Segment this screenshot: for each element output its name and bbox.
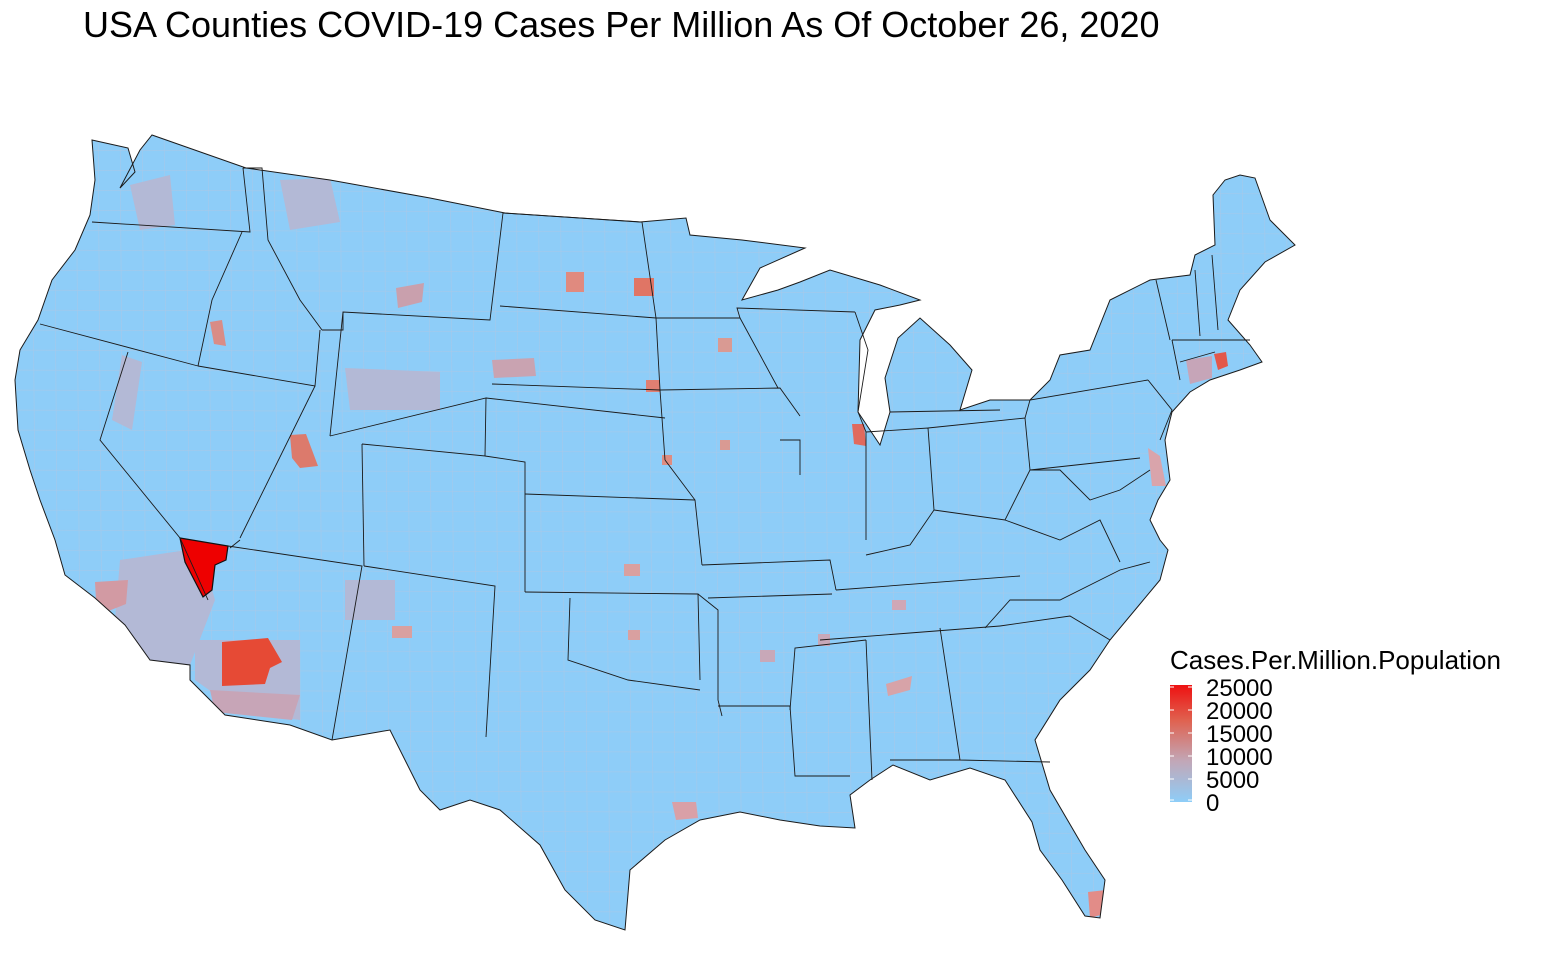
region-southern-california — [115, 548, 215, 665]
hotspot-clark-nv — [179, 537, 229, 598]
hotspot-arkansas — [760, 650, 775, 662]
legend-color-bar — [1170, 685, 1192, 802]
hotspot-idaho — [210, 320, 226, 346]
legend-label-5000: 5000 — [1206, 767, 1260, 794]
hotspot-nd-west — [566, 272, 584, 292]
hotspot-wy-nd — [492, 358, 536, 378]
hotspot-kansas — [624, 564, 640, 576]
map-title: USA Counties COVID-19 Cases Per Million … — [83, 4, 1160, 45]
hotspot-connecticut — [1186, 356, 1212, 384]
hotspot-rhode-island — [1214, 352, 1228, 370]
hotspot-cook-il — [852, 424, 866, 446]
hotspot-montana-c — [396, 283, 424, 308]
region-montana — [280, 178, 340, 230]
hotspot-sd-se — [646, 380, 660, 392]
hotspot-regions — [95, 272, 1228, 918]
county-layer — [15, 135, 1295, 930]
region-new-mexico-nw — [345, 580, 395, 620]
state-borders — [39, 167, 1250, 781]
legend-label-15000: 15000 — [1206, 721, 1273, 748]
region-washington — [130, 175, 175, 230]
hotspot-iowa — [720, 440, 730, 450]
hotspot-tennessee — [892, 600, 906, 610]
legend-label-20000: 20000 — [1206, 698, 1273, 725]
hotspot-pima-az — [210, 690, 300, 720]
hotspot-la-ca — [95, 580, 128, 612]
hotspot-cass-nd — [634, 278, 654, 296]
hotspot-harris-tx — [672, 802, 698, 820]
hotspot-delaware — [1148, 448, 1166, 486]
hotspot-minnesota — [718, 338, 732, 352]
hotspot-maricopa-az — [222, 638, 282, 686]
legend-label-25000: 25000 — [1206, 675, 1273, 702]
legend-label-0: 0 — [1206, 790, 1220, 817]
region-eastern-nevada — [112, 355, 142, 430]
legend-title: Cases.Per.Million.Population — [1170, 645, 1501, 675]
legend-label-10000: 10000 — [1206, 744, 1273, 771]
hotspot-utah — [290, 434, 318, 468]
hotspot-nebraska-e — [662, 455, 672, 465]
hotspot-oklahoma — [628, 630, 640, 640]
region-wyoming — [345, 368, 440, 410]
hotspot-new-mexico — [392, 626, 412, 638]
us-landmass — [15, 135, 1295, 930]
hotspot-alabama — [886, 676, 912, 696]
legend: Cases.Per.Million.Population 25000 20000… — [1170, 645, 1501, 816]
